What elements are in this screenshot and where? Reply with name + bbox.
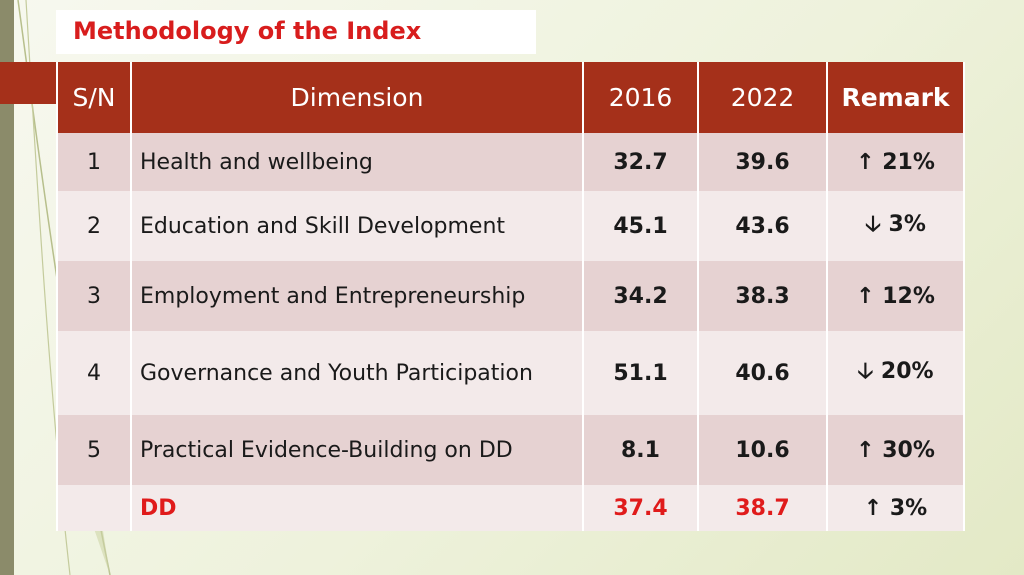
cell-2016-total: 37.4 (582, 485, 699, 531)
cell-remark-total: ↑ 3% (826, 485, 965, 531)
table-row: 2 Education and Skill Development 45.1 4… (56, 191, 965, 261)
cell-2022: 38.3 (697, 261, 828, 331)
header-2016: 2016 (582, 62, 699, 133)
table-row: 4 Governance and Youth Participation 51.… (56, 331, 965, 415)
header-sn: S/N (56, 62, 132, 133)
table-row: 1 Health and wellbeing 32.7 39.6 ↑ 21% (56, 133, 965, 191)
cell-2022: 39.6 (697, 133, 828, 191)
header-remark: Remark (826, 62, 965, 133)
table-row: 5 Practical Evidence-Building on DD 8.1 … (56, 415, 965, 485)
cell-2016: 34.2 (582, 261, 699, 331)
cell-sn: 4 (56, 331, 132, 415)
table-header-row: S/N Dimension 2016 2022 Remark (56, 62, 965, 133)
cell-remark: 🡣 20% (826, 331, 965, 415)
header-2022: 2022 (697, 62, 828, 133)
cell-sn: 3 (56, 261, 132, 331)
cell-dimension: Practical Evidence-Building on DD (130, 415, 584, 485)
cell-remark: ↑ 30% (826, 415, 965, 485)
header-accent-tab (0, 62, 56, 104)
cell-remark: ↑ 12% (826, 261, 965, 331)
cell-2016: 45.1 (582, 191, 699, 261)
cell-sn: 2 (56, 191, 132, 261)
cell-2016: 8.1 (582, 415, 699, 485)
header-dimension: Dimension (130, 62, 584, 133)
cell-remark: 🡣 3% (826, 191, 965, 261)
cell-sn: 5 (56, 415, 132, 485)
cell-2022-total: 38.7 (697, 485, 828, 531)
cell-2016: 32.7 (582, 133, 699, 191)
title-background (56, 10, 536, 54)
cell-dimension: Health and wellbeing (130, 133, 584, 191)
index-table: S/N Dimension 2016 2022 Remark 1 Health … (56, 62, 965, 531)
cell-sn: 1 (56, 133, 132, 191)
cell-2016: 51.1 (582, 331, 699, 415)
cell-2022: 40.6 (697, 331, 828, 415)
cell-2022: 43.6 (697, 191, 828, 261)
left-decorative-band (0, 0, 14, 575)
slide-title: Methodology of the Index (73, 17, 422, 45)
cell-remark: ↑ 21% (826, 133, 965, 191)
cell-dimension-total: DD (130, 485, 584, 531)
table-total-row: DD 37.4 38.7 ↑ 3% (56, 485, 965, 531)
cell-dimension: Employment and Entrepreneurship (130, 261, 584, 331)
cell-dimension: Education and Skill Development (130, 191, 584, 261)
table-row: 3 Employment and Entrepreneurship 34.2 3… (56, 261, 965, 331)
cell-2022: 10.6 (697, 415, 828, 485)
cell-sn (56, 485, 132, 531)
cell-dimension: Governance and Youth Participation (130, 331, 584, 415)
